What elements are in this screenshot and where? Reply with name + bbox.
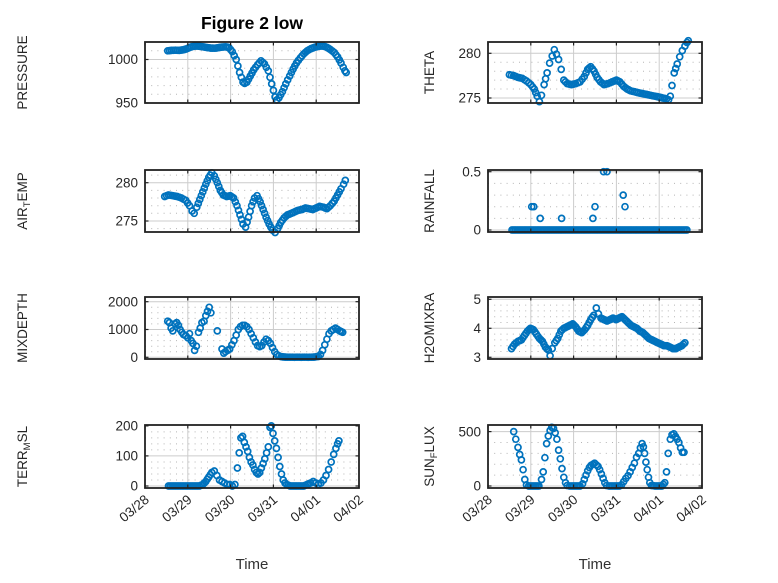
tick-marks (487, 425, 703, 488)
y-tick-label: 100 (115, 449, 138, 464)
axes-box (144, 41, 360, 104)
x-tick-label: 03/30 (545, 492, 581, 525)
x-tick-label: 03/31 (588, 492, 624, 525)
subplot-mixdepth: 0 1000 2000 MIXDEPTH (15, 293, 360, 365)
x-tick-label: 03/28 (116, 492, 152, 525)
x-tick-label: 04/01 (631, 492, 667, 525)
axes-box (144, 296, 360, 360)
y-tick-label: 1000 (108, 322, 138, 337)
y-tick-label: 3 (473, 350, 481, 365)
subplot-rainfall: 0 0.5 RAINFALL (422, 164, 703, 238)
data-markers (163, 303, 347, 362)
axes-box (487, 424, 703, 489)
y-tick-label: 200 (115, 419, 138, 434)
data-markers (163, 42, 351, 104)
subplot-pressure: 950 1000 PRESSURE (15, 35, 360, 111)
major-grid (488, 170, 702, 232)
data-markers (505, 36, 693, 106)
y-tick-label: 500 (458, 424, 481, 439)
y-axis-label-mixdepth: MIXDEPTH (15, 293, 30, 363)
x-tick-label: 03/30 (202, 492, 238, 525)
y-tick-label: 275 (458, 91, 481, 106)
y-tick-label: 2000 (108, 294, 138, 309)
tick-marks (487, 170, 703, 232)
y-tick-label: 0 (130, 350, 138, 365)
x-tick-label: 03/28 (459, 492, 495, 525)
tick-marks (144, 425, 360, 488)
data-markers (508, 167, 691, 234)
axes-box (487, 169, 703, 233)
data-markers (509, 423, 688, 490)
axes-box (487, 41, 703, 104)
subplot-h2omixra: 3 4 5 H2OMIXRA (422, 292, 703, 365)
y-tick-label: 0 (473, 223, 481, 238)
tick-marks (144, 297, 360, 359)
x-tick-label: 03/29 (159, 492, 195, 525)
axes-box (144, 169, 360, 233)
y-axis-label-rainfall: RAINFALL (422, 169, 437, 233)
y-tick-label: 0 (473, 479, 481, 494)
y-axis-label-sun-flux: SUNFLUX (422, 426, 440, 487)
y-tick-label: 280 (458, 46, 481, 61)
tick-marks (487, 42, 703, 103)
subplot-terr-msl: 0 100 200 TERRMSL 03/28 03/29 03/30 03/31 04/01 0… (15, 419, 366, 525)
major-grid (145, 170, 359, 232)
subplot-theta: 275 280 THETA (422, 36, 703, 106)
subplot-air-temp: 275 280 AIRTEMP (15, 168, 360, 237)
y-tick-label: 4 (473, 321, 481, 336)
tick-marks (144, 42, 360, 104)
y-axis-label-h2omixra: H2OMIXRA (422, 293, 437, 364)
x-axis-title-right: Time (579, 556, 612, 573)
x-tick-label: 04/02 (673, 492, 709, 525)
data-markers (507, 304, 689, 360)
subplot-sun-flux: 0 500 SUNFLUX 03/28 03/29 03/30 03/31 04/01 04/0… (422, 423, 709, 525)
y-axis-label-terr-msl: TERRMSL (15, 425, 33, 487)
tick-marks (144, 170, 360, 232)
y-tick-label: 5 (473, 292, 481, 307)
x-tick-label: 03/31 (245, 492, 281, 525)
x-tick-label: 04/01 (288, 492, 324, 525)
data-markers (160, 168, 350, 237)
y-tick-label: 280 (115, 175, 138, 190)
minor-grid (488, 182, 702, 219)
y-axis-label-pressure: PRESSURE (15, 35, 30, 109)
data-markers (164, 422, 343, 490)
x-axis-title-left: Time (236, 556, 269, 573)
y-tick-label: 0.5 (462, 164, 481, 179)
y-axis-label-air-temp: AIRTEMP (15, 172, 33, 230)
tick-marks (487, 297, 703, 359)
x-tick-label: 04/02 (330, 492, 366, 525)
y-tick-label: 1000 (108, 52, 138, 67)
y-tick-label: 275 (115, 214, 138, 229)
figure-title: Figure 2 low (201, 13, 303, 33)
y-axis-label-theta: THETA (422, 51, 437, 94)
x-tick-label: 03/29 (502, 492, 538, 525)
y-tick-label: 950 (115, 96, 138, 111)
y-tick-label: 0 (130, 479, 138, 494)
